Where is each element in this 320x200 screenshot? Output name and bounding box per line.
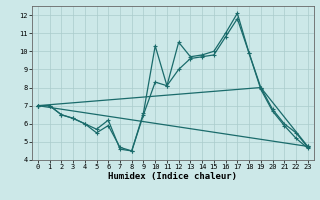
X-axis label: Humidex (Indice chaleur): Humidex (Indice chaleur): [108, 172, 237, 181]
